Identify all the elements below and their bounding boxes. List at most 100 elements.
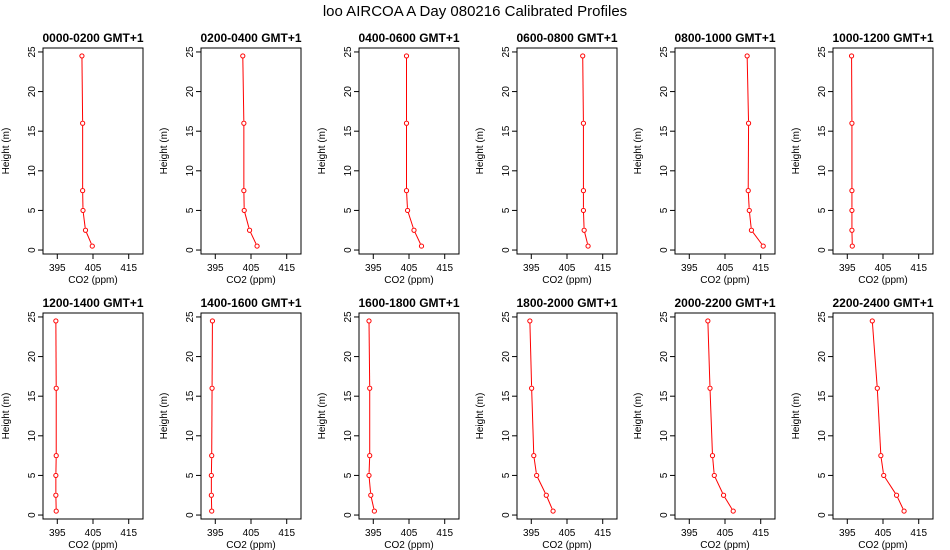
y-tick-label: 15 (27, 125, 38, 137)
data-point (881, 472, 887, 479)
y-tick-label: 10 (659, 430, 670, 442)
data-point (80, 207, 86, 214)
x-tick-label: 395 (839, 528, 856, 539)
y-tick-label: 5 (27, 207, 38, 213)
data-point (869, 318, 875, 324)
profile-segment (414, 232, 421, 244)
data-point (241, 188, 247, 194)
data-point (849, 227, 855, 233)
data-point (240, 53, 246, 59)
data-point (874, 385, 880, 391)
panel-title: 2000-2200 GMT+1 (674, 296, 775, 310)
data-point (580, 207, 587, 214)
data-point (760, 243, 766, 249)
y-tick-label: 20 (501, 86, 512, 98)
y-tick-label: 20 (343, 86, 354, 98)
y-tick-label: 25 (659, 46, 670, 58)
x-tick-label: 405 (243, 528, 260, 539)
y-tick-label: 15 (185, 125, 196, 137)
data-point (53, 318, 59, 324)
x-tick-label: 405 (717, 263, 734, 274)
x-axis-label: CO2 (ppm) (384, 275, 433, 286)
y-tick-label: 10 (817, 430, 828, 442)
x-tick-label: 415 (594, 263, 611, 274)
x-axis-label: CO2 (ppm) (68, 275, 117, 286)
profile-segment (82, 212, 86, 228)
x-axis-label: CO2 (ppm) (858, 275, 907, 286)
y-tick-label: 25 (659, 311, 670, 323)
data-point (89, 243, 95, 249)
data-point (878, 453, 884, 459)
x-tick-label: 415 (278, 263, 295, 274)
y-tick-label: 25 (185, 46, 196, 58)
y-tick-label: 10 (817, 165, 828, 177)
x-tick-label: 405 (401, 528, 418, 539)
y-tick-label: 15 (817, 125, 828, 137)
x-tick-label: 395 (207, 263, 224, 274)
data-point (550, 508, 556, 514)
y-tick-label: 25 (501, 46, 512, 58)
y-tick-label: 0 (343, 512, 354, 518)
profile-segment (370, 497, 375, 509)
profile-segment (533, 458, 537, 473)
profile-segment (242, 58, 245, 121)
y-tick-label: 10 (501, 165, 512, 177)
y-tick-label: 5 (659, 472, 670, 478)
panel-title: 0400-0600 GMT+1 (358, 31, 459, 45)
data-point (367, 453, 373, 459)
y-tick-label: 20 (817, 351, 828, 363)
data-point (367, 385, 373, 391)
data-point (403, 53, 410, 59)
data-point (254, 243, 260, 249)
data-point (705, 318, 711, 324)
x-tick-label: 405 (243, 263, 260, 274)
y-tick-label: 15 (501, 125, 512, 137)
y-tick-label: 5 (185, 207, 196, 213)
data-point (711, 472, 717, 479)
y-tick-label: 25 (817, 311, 828, 323)
y-axis-label: Height (m) (791, 128, 802, 175)
y-axis-label: Height (m) (159, 393, 170, 440)
x-tick-label: 405 (559, 263, 576, 274)
profile-segment (244, 212, 250, 228)
profile-segment (724, 497, 733, 510)
data-point (849, 207, 855, 214)
x-tick-label: 405 (401, 263, 418, 274)
x-axis-label: CO2 (ppm) (700, 540, 749, 550)
data-point (580, 53, 586, 59)
y-axis-label: Height (m) (791, 393, 802, 440)
x-tick-label: 415 (752, 528, 769, 539)
x-axis-label: CO2 (ppm) (384, 540, 433, 550)
x-tick-label: 405 (559, 528, 576, 539)
data-point (53, 453, 59, 459)
x-axis-label: CO2 (ppm) (858, 540, 907, 550)
y-tick-label: 20 (659, 86, 670, 98)
data-point (745, 120, 752, 126)
data-point (748, 227, 755, 233)
profile-segment (584, 232, 588, 244)
x-tick-label: 415 (120, 263, 137, 274)
x-tick-label: 395 (681, 528, 698, 539)
data-point (418, 243, 425, 249)
data-point (53, 385, 59, 391)
y-tick-label: 20 (27, 86, 38, 98)
profile-segment (368, 477, 372, 493)
profile-segment (86, 232, 92, 244)
panel-title: 0200-0400 GMT+1 (200, 31, 301, 45)
x-tick-label: 415 (910, 263, 927, 274)
data-point (53, 472, 59, 479)
data-point (531, 453, 537, 459)
panel-title: 2200-2400 GMT+1 (832, 296, 933, 310)
data-point (368, 492, 374, 498)
y-axis-label: Height (m) (1, 128, 12, 175)
profile-segment (712, 458, 715, 473)
profile-segment (876, 390, 882, 454)
y-axis-label: Height (m) (1, 393, 12, 440)
y-tick-label: 25 (343, 311, 354, 323)
profile-segment (871, 323, 878, 386)
data-point (366, 318, 372, 324)
data-point (209, 318, 216, 324)
